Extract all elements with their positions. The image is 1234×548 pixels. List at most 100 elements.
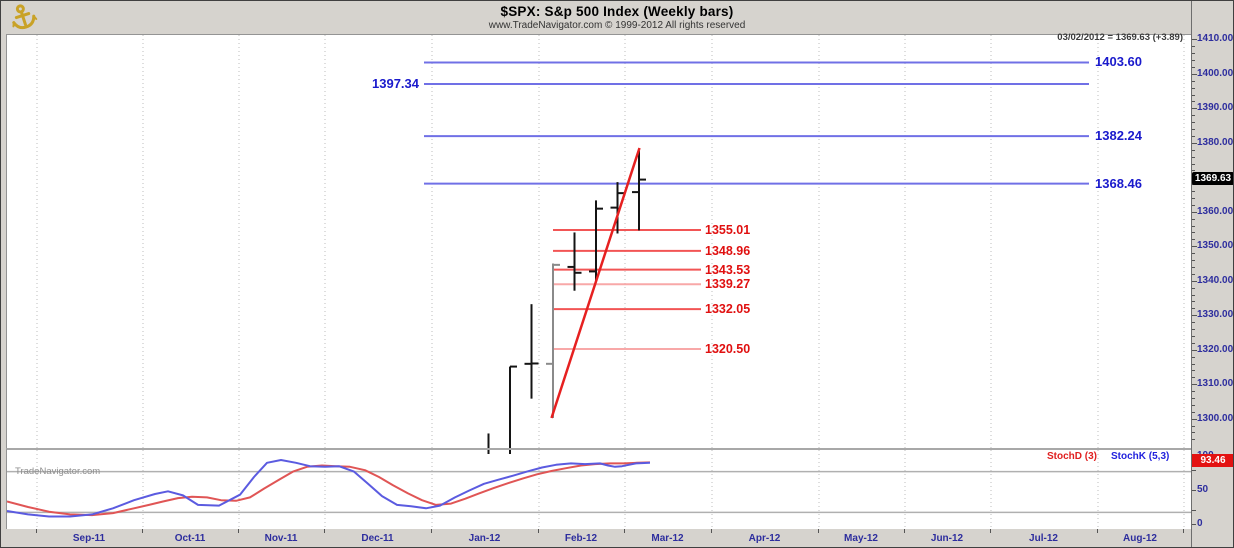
- axis-tick: [1192, 357, 1195, 358]
- axis-tick: [1192, 384, 1197, 385]
- month-label: Jul-12: [1029, 533, 1058, 544]
- axis-tick: [1192, 398, 1195, 399]
- price-axis-label: 1300.00: [1197, 412, 1234, 424]
- axis-tick: [1192, 101, 1195, 102]
- price-axis-label: 1360.00: [1197, 205, 1234, 217]
- axis-tick: [1192, 524, 1196, 525]
- month-label: Jan-12: [468, 533, 501, 544]
- price-axis-label: 1320.00: [1197, 343, 1234, 355]
- axis-tick: [1192, 419, 1197, 420]
- axis-tick: [1192, 239, 1195, 240]
- month-label: Sep-11: [72, 533, 106, 544]
- axis-tick: [1192, 426, 1195, 427]
- axis-tick: [1192, 274, 1195, 275]
- axis-tick: [1192, 490, 1196, 491]
- axis-tick: [1192, 336, 1195, 337]
- stochk-legend-label: StochK (5,3): [1111, 451, 1170, 462]
- last-price-badge: 1369.63: [1192, 172, 1233, 185]
- axis-tick: [1192, 198, 1195, 199]
- axis-tick: [1192, 136, 1195, 137]
- price-chart[interactable]: 1403.60 1397.34 1382.24 1368.46 1355.01 1348.…: [6, 34, 1192, 477]
- axis-tick: [818, 529, 819, 533]
- axis-tick: [1192, 143, 1197, 144]
- axis-tick: [1192, 129, 1195, 130]
- ohlc-bar: [546, 263, 560, 418]
- axis-tick: [904, 529, 905, 533]
- axis-tick: [1192, 81, 1195, 82]
- chart-title: $SPX: S&p 500 Index (Weekly bars): [500, 4, 734, 19]
- axis-tick: [1192, 322, 1195, 323]
- month-label: Apr-12: [748, 533, 781, 544]
- axis-tick: [990, 529, 991, 533]
- axis-tick: [1192, 391, 1195, 392]
- axis-tick: [1192, 205, 1195, 206]
- blue-level-label: 1382.24: [1095, 128, 1142, 144]
- red-level-label: 1348.96: [705, 243, 751, 258]
- last-quote-readout: 03/02/2012 = 1369.63 (+3.89): [1057, 32, 1183, 43]
- axis-tick: [1192, 301, 1195, 302]
- anchor-icon: [7, 2, 39, 37]
- price-axis-label: 1380.00: [1197, 136, 1234, 148]
- price-axis-label: 1400.00: [1197, 67, 1234, 79]
- copyright-line: www.TradeNavigator.com © 1999-2012 All r…: [488, 20, 746, 31]
- axis-tick: [1192, 412, 1195, 413]
- axis-tick: [711, 529, 712, 533]
- axis-tick: [36, 529, 37, 533]
- red-level-label: 1339.27: [705, 277, 751, 292]
- month-label: Feb-12: [564, 533, 598, 544]
- axis-tick: [1192, 253, 1195, 254]
- stochk-line: [7, 459, 651, 518]
- month-label: Oct-11: [174, 533, 206, 544]
- axis-tick: [1192, 60, 1195, 61]
- axis-tick: [1192, 150, 1195, 151]
- axis-tick: [1192, 470, 1196, 471]
- axis-tick: [142, 529, 143, 533]
- stochastic-panel[interactable]: StochD (3) StochK (5,3): [6, 448, 1192, 531]
- watermark: TradeNavigator.com: [15, 466, 101, 477]
- red-level-label: 1320.50: [705, 341, 751, 356]
- axis-tick: [1192, 39, 1197, 40]
- axis-tick: [1192, 232, 1195, 233]
- axis-tick: [1192, 53, 1195, 54]
- axis-tick: [1192, 343, 1195, 344]
- month-label: Mar-12: [651, 533, 684, 544]
- trendline: [550, 147, 641, 419]
- blue-level-label: 1397.34: [372, 76, 419, 92]
- axis-tick: [1192, 260, 1195, 261]
- ohlc-bar: [509, 365, 517, 448]
- stochastic-value-badge: 93.46: [1192, 454, 1233, 467]
- time-axis[interactable]: Sep-11 Oct-11 Nov-11 Dec-11 Jan-12 Feb-12 Mar-…: [1, 529, 1191, 547]
- stoch-axis-label: 0: [1197, 518, 1203, 529]
- axis-tick: [1097, 529, 1098, 533]
- axis-tick: [238, 529, 239, 533]
- axis-tick: [1192, 170, 1195, 171]
- axis-tick: [1192, 46, 1195, 47]
- axis-tick: [1192, 115, 1195, 116]
- axis-tick: [1192, 157, 1195, 158]
- stochd-line: [7, 461, 651, 517]
- price-axis-label: 1350.00: [1197, 240, 1234, 252]
- axis-tick: [1192, 122, 1195, 123]
- axis-tick: [1192, 108, 1197, 109]
- red-level-label: 1343.53: [705, 262, 751, 277]
- chart-titlebar: $SPX: S&p 500 Index (Weekly bars) www.Tr…: [1, 1, 1233, 33]
- ohlc-bar: [632, 150, 646, 231]
- axis-tick: [431, 529, 432, 533]
- month-label: Jun-12: [930, 533, 964, 544]
- month-label: Nov-11: [264, 533, 298, 544]
- axis-tick: [1192, 295, 1195, 296]
- price-axis-label: 1390.00: [1197, 102, 1234, 114]
- month-label: Aug-12: [1123, 533, 1157, 544]
- axis-tick: [1192, 288, 1195, 289]
- axis-tick: [1192, 88, 1195, 89]
- axis-tick: [1192, 364, 1195, 365]
- axis-tick: [1192, 350, 1197, 351]
- stochd-legend-label: StochD (3): [1047, 451, 1097, 462]
- ohlc-bar: [589, 200, 603, 282]
- blue-level-label: 1368.46: [1095, 175, 1142, 191]
- stoch-axis-label: 50: [1197, 484, 1209, 495]
- axis-tick: [1192, 315, 1197, 316]
- axis-tick: [1192, 308, 1195, 309]
- axis-tick: [1192, 219, 1195, 220]
- axis-tick: [1192, 95, 1195, 96]
